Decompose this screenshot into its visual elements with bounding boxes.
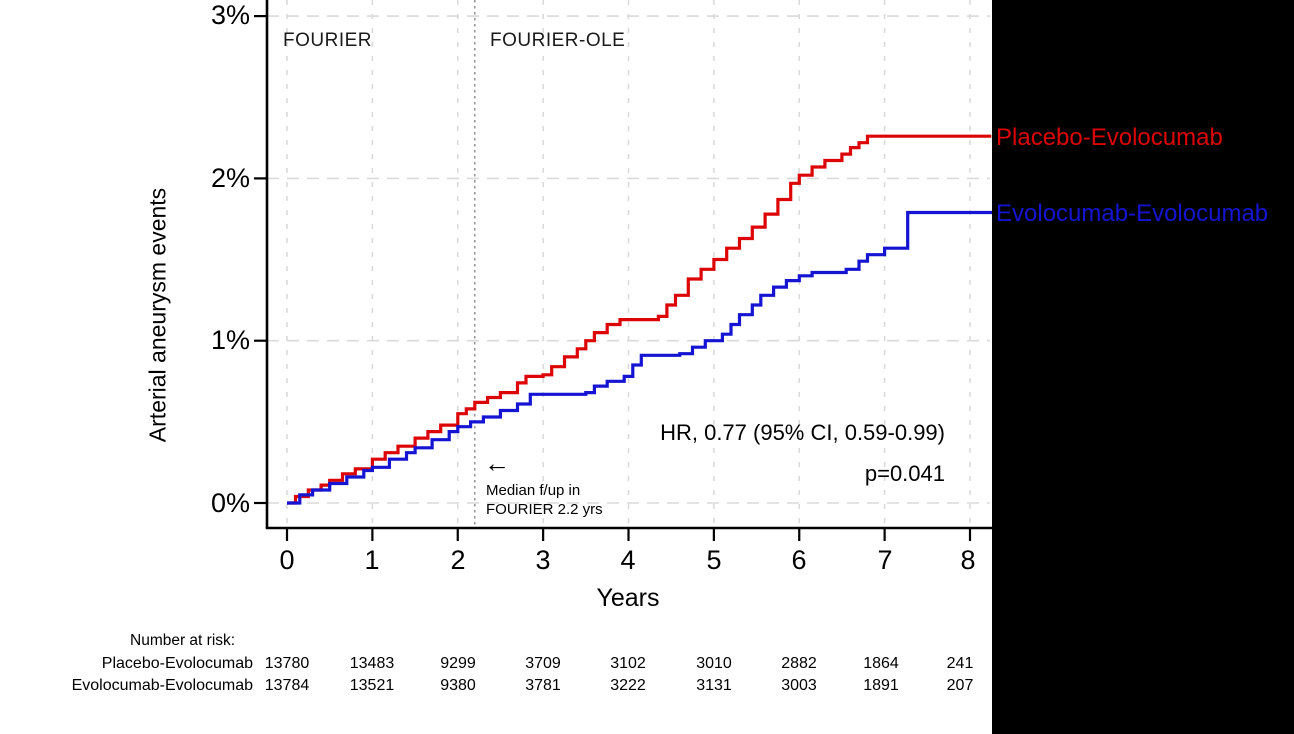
risk-cell: 3131 (696, 677, 732, 694)
risk-cell: 3781 (525, 677, 561, 694)
left-arrow-icon: ← (484, 448, 510, 478)
risk-cell: 1891 (863, 677, 899, 694)
y-tick-3pct: 3% (210, 0, 250, 30)
risk-cell: 1864 (863, 655, 899, 672)
legend-label-evolocumab-evolocumab: Evolocumab-Evolocumab (996, 200, 1269, 227)
risk-cell: 207 (946, 677, 974, 694)
phase-label-fourier: FOURIER (283, 30, 372, 51)
p-value-annotation: p=0.041 (864, 461, 945, 486)
x-tick-0: 0 (279, 545, 295, 575)
risk-row-label-evolocumab: Evolocumab-Evolocumab (71, 677, 253, 694)
placebo-evolocumab-curve (287, 134, 992, 505)
y-tick-1pct: 1% (210, 325, 250, 355)
risk-cell: 13784 (264, 677, 310, 694)
x-axis-title: Years (596, 584, 660, 612)
evolocumab-evolocumab-curve (287, 210, 993, 505)
risk-cell: 9380 (440, 677, 476, 694)
phase-label-fourier-ole: FOURIER-OLE (490, 30, 626, 51)
x-tick-3: 3 (535, 545, 551, 575)
black-side-panel (992, 0, 1294, 734)
y-axis-title: Arterial aneurysm events (144, 187, 171, 443)
x-tick-4: 4 (620, 545, 636, 575)
median-note-line2: FOURIER 2.2 yrs (486, 501, 603, 518)
risk-cell: 241 (946, 655, 974, 672)
x-tick-8: 8 (960, 545, 976, 575)
y-tick-2pct: 2% (210, 163, 250, 193)
hazard-ratio-annotation: HR, 0.77 (95% CI, 0.59-0.99) (660, 420, 945, 445)
risk-cell: 3003 (781, 677, 817, 694)
risk-cell: 3709 (525, 655, 561, 672)
y-axis-ticks (254, 15, 267, 505)
x-tick-5: 5 (706, 545, 722, 575)
risk-cell: 2882 (781, 655, 817, 672)
risk-cell: 13483 (349, 655, 395, 672)
y-tick-0pct: 0% (210, 488, 250, 518)
risk-row-label-placebo: Placebo-Evolocumab (101, 655, 253, 672)
risk-cell: 13780 (264, 655, 310, 672)
risk-cell: 3010 (696, 655, 732, 672)
x-tick-7: 7 (877, 545, 893, 575)
x-tick-6: 6 (791, 545, 807, 575)
median-note-line1: Median f/up in (486, 482, 581, 499)
risk-cell: 3102 (610, 655, 646, 672)
km-plot-canvas (254, 0, 993, 541)
risk-cell: 13521 (349, 677, 395, 694)
vertical-gridlines (286, 0, 971, 528)
x-axis-ticks (285, 528, 972, 541)
risk-cell: 9299 (440, 655, 476, 672)
x-tick-2: 2 (450, 545, 466, 575)
risk-table-header: Number at risk: (130, 632, 236, 649)
legend-label-placebo-evolocumab: Placebo-Evolocumab (996, 124, 1223, 151)
x-tick-1: 1 (364, 545, 380, 575)
risk-cell: 3222 (610, 677, 646, 694)
